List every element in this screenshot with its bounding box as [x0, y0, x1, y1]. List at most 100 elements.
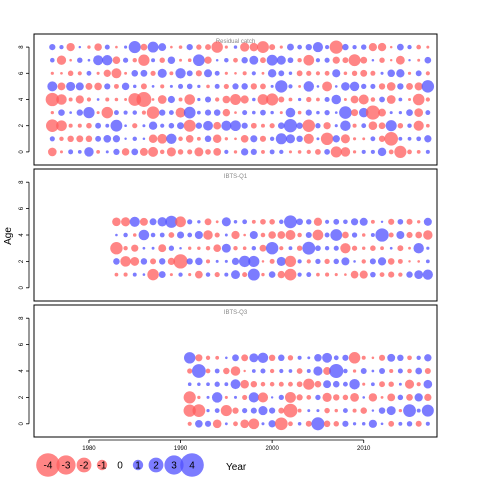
- residual-bubble: [205, 149, 211, 155]
- residual-bubble: [349, 378, 360, 390]
- residual-bubble: [406, 394, 413, 401]
- residual-bubble: [169, 84, 173, 88]
- residual-bubble: [151, 98, 155, 101]
- residual-bubble: [275, 80, 288, 93]
- residual-bubble: [78, 45, 82, 49]
- residual-bubble: [183, 106, 196, 119]
- residual-bubble: [157, 133, 168, 144]
- residual-bubble: [380, 395, 384, 399]
- residual-bubble: [69, 111, 72, 114]
- residual-bubble: [113, 258, 120, 265]
- residual-bubble: [224, 382, 229, 387]
- residual-bubble: [222, 95, 231, 104]
- residual-bubble: [183, 352, 196, 364]
- residual-bubble: [186, 83, 193, 90]
- residual-bubble: [362, 246, 366, 250]
- residual-bubble: [358, 107, 369, 118]
- residual-bubble: [278, 70, 285, 77]
- residual-bubble: [158, 43, 167, 52]
- residual-bubble: [213, 121, 222, 130]
- residual-bubble: [296, 381, 303, 388]
- residual-bubble: [332, 380, 340, 388]
- residual-bubble: [83, 106, 95, 119]
- residual-bubble: [260, 109, 266, 116]
- legend-bubble: [180, 453, 204, 477]
- residual-bubble: [167, 257, 176, 266]
- residual-bubble: [359, 270, 368, 279]
- residual-bubble: [313, 366, 323, 376]
- residual-bubble: [276, 55, 286, 65]
- residual-bubble: [178, 83, 184, 89]
- residual-bubble: [260, 57, 266, 64]
- residual-bubble: [177, 122, 185, 130]
- residual-bubble: [123, 272, 128, 277]
- residual-bubble: [333, 421, 339, 427]
- residual-bubble: [242, 110, 248, 116]
- residual-bubble: [211, 392, 223, 403]
- residual-bubble: [50, 110, 54, 115]
- residual-bubble: [183, 119, 196, 132]
- residual-bubble: [268, 420, 276, 428]
- residual-bubble: [334, 111, 338, 114]
- residual-bubble: [378, 354, 386, 361]
- residual-bubble: [101, 106, 113, 119]
- residual-bubble: [159, 109, 166, 116]
- residual-bubble: [259, 244, 267, 252]
- residual-bubble: [175, 216, 186, 228]
- residual-bubble: [150, 258, 157, 265]
- residual-bubble: [233, 220, 238, 224]
- residual-bubble: [260, 232, 266, 238]
- residual-bubble: [297, 259, 302, 264]
- residual-bubble: [167, 56, 176, 64]
- residual-bubble: [278, 381, 284, 387]
- residual-bubble: [77, 71, 82, 76]
- residual-bubble: [315, 148, 321, 155]
- residual-bubble: [234, 111, 237, 114]
- residual-bubble: [157, 68, 167, 78]
- residual-bubble: [351, 245, 358, 251]
- residual-bubble: [287, 43, 294, 51]
- residual-bubble: [316, 85, 320, 88]
- residual-bubble: [375, 228, 389, 242]
- residual-bubble: [59, 44, 64, 50]
- residual-bubble: [270, 396, 274, 399]
- residual-bubble: [370, 245, 376, 251]
- residual-bubble: [284, 268, 297, 281]
- residual-bubble: [279, 149, 284, 155]
- residual-bubble: [166, 133, 177, 144]
- residual-bubble: [334, 408, 338, 413]
- residual-bubble: [413, 120, 424, 131]
- residual-bubble: [112, 217, 121, 227]
- x-tick-label: 2000: [265, 446, 279, 452]
- residual-bubble: [166, 147, 176, 157]
- residual-bubble: [397, 354, 404, 362]
- residual-bubble: [197, 220, 201, 224]
- residual-bubble: [414, 270, 424, 279]
- residual-bubble: [85, 82, 93, 90]
- residual-bubble: [179, 58, 182, 62]
- residual-bubble: [242, 246, 247, 250]
- residual-bubble: [48, 147, 57, 157]
- residual-bubble: [113, 83, 119, 89]
- residual-bubble: [316, 97, 320, 102]
- residual-bubble: [77, 123, 82, 128]
- residual-bubble: [307, 409, 311, 413]
- residual-bubble: [426, 246, 430, 250]
- residual-bubble: [407, 136, 412, 141]
- residual-bubble: [224, 233, 228, 237]
- residual-bubble: [414, 108, 424, 117]
- residual-bubble: [342, 43, 349, 51]
- residual-bubble: [214, 272, 220, 278]
- residual-bubble: [279, 246, 284, 251]
- residual-bubble: [50, 71, 54, 75]
- residual-bubble: [111, 68, 122, 79]
- residual-bubble: [132, 110, 137, 115]
- residual-bubble: [212, 134, 222, 144]
- residual-bubble: [196, 44, 202, 50]
- residual-bubble: [370, 232, 375, 238]
- residual-bubble: [86, 70, 92, 76]
- residual-bubble: [388, 420, 395, 427]
- residual-bubble: [224, 259, 228, 263]
- residual-bubble: [285, 134, 296, 144]
- residual-bubble: [417, 220, 421, 224]
